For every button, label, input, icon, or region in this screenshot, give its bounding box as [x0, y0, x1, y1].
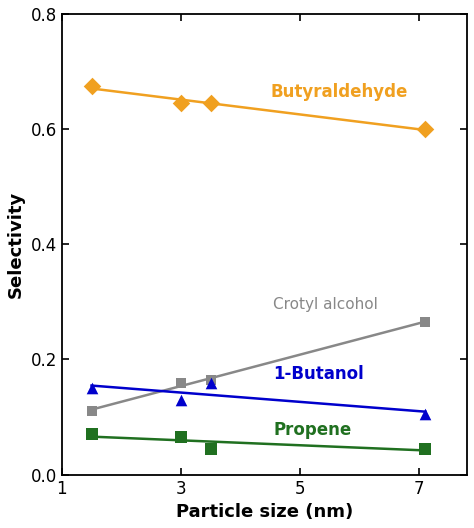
Text: Crotyl alcohol: Crotyl alcohol	[273, 297, 378, 312]
Point	[207, 375, 215, 384]
Point	[88, 82, 95, 90]
Point	[207, 99, 215, 107]
Point	[88, 384, 95, 392]
Point	[177, 395, 185, 404]
Point	[421, 410, 429, 418]
X-axis label: Particle size (nm): Particle size (nm)	[176, 503, 353, 521]
Point	[421, 125, 429, 134]
Point	[177, 99, 185, 107]
Point	[421, 318, 429, 326]
Point	[88, 430, 95, 439]
Text: Propene: Propene	[273, 421, 352, 439]
Point	[177, 378, 185, 386]
Point	[207, 445, 215, 453]
Point	[177, 433, 185, 441]
Text: 1-Butanol: 1-Butanol	[273, 365, 364, 383]
Point	[88, 407, 95, 416]
Point	[207, 378, 215, 386]
Text: Butyraldehyde: Butyraldehyde	[270, 83, 408, 101]
Point	[421, 445, 429, 453]
Y-axis label: Selectivity: Selectivity	[7, 191, 25, 298]
